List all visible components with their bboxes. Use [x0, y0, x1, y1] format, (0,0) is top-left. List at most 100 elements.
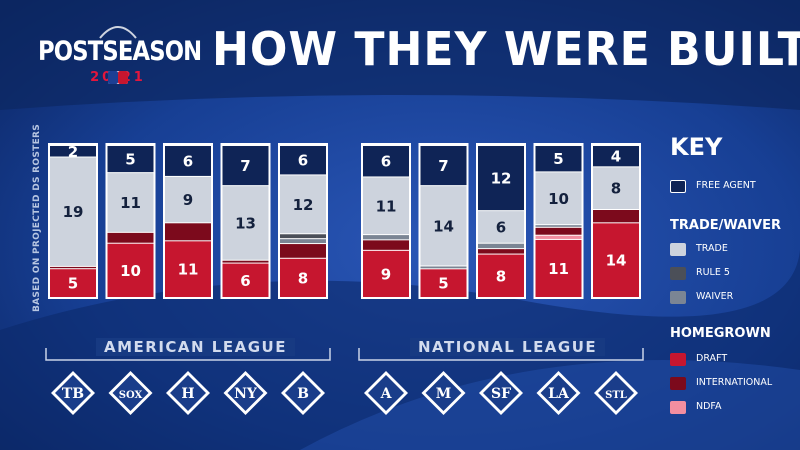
team-logo-text-red-sox: B: [297, 386, 309, 402]
bar-segment-giants-trade: [478, 210, 524, 243]
bar-value-giants-draft: 8: [496, 267, 506, 285]
bar-value-astros-trade: 9: [183, 191, 193, 209]
legend-swatch-trade: [670, 243, 686, 256]
legend-swatch-free-agent: [670, 180, 686, 193]
bar-divider-astros-draft: [165, 239, 211, 242]
bar-segment-braves-international: [363, 239, 409, 250]
legend-swatch-draft: [670, 353, 686, 366]
bar-segment-astros-draft: [165, 240, 211, 297]
bar-segment-brewers-free_agent: [420, 145, 467, 186]
bar-value-yankees-free_agent: 7: [240, 157, 250, 175]
league-bracket-american-league: [45, 348, 331, 361]
bar-value-cardinals-trade: 8: [611, 180, 621, 198]
bar-segment-red-sox-free_agent: [280, 145, 326, 175]
legend-title: KEY: [670, 133, 723, 161]
team-logo-text-braves: A: [380, 386, 393, 402]
legend-item-waiver: WAIVER: [670, 290, 790, 308]
team-logo-rays-icon: [55, 375, 91, 411]
bar-divider-dodgers-waiver: [535, 223, 582, 226]
bar-segment-rays-trade: [50, 156, 96, 266]
bar-segment-rays-draft: [50, 268, 96, 297]
bar-value-dodgers-draft: 11: [548, 260, 569, 278]
team-logo-red-sox-icon: [285, 375, 321, 411]
bar-value-rays-free_agent: 2: [68, 143, 78, 161]
bar-segment-red-sox-draft: [280, 257, 326, 297]
bar-value-brewers-draft: 5: [438, 275, 448, 293]
bar-value-braves-draft: 9: [381, 265, 391, 283]
team-logo-text-brewers: M: [436, 386, 452, 402]
bar-value-cardinals-draft: 14: [606, 252, 627, 270]
bar-divider-braves-free_agent: [363, 144, 409, 146]
bar-segment-braves-free_agent: [363, 145, 409, 177]
team-logo-white-sox-icon: [112, 375, 149, 411]
bar-segment-white-sox-free_agent: [107, 145, 154, 173]
bar-divider-white-sox-free_agent: [107, 144, 154, 146]
league-bracket-national-league: [358, 348, 644, 361]
team-logo-dodgers-icon: [540, 375, 577, 411]
bar-value-rays-draft: 5: [68, 275, 78, 293]
bar-segment-yankees-international: [222, 259, 269, 263]
bar-divider-dodgers-free_agent: [535, 144, 582, 146]
bar-value-yankees-draft: 6: [240, 272, 250, 290]
league-label-national: NATIONAL LEAGUE: [410, 338, 606, 356]
bar-value-brewers-free_agent: 7: [438, 157, 448, 175]
legend-heading-trade-waiver: TRADE/WAIVER: [670, 218, 781, 233]
bar-segment-cardinals-draft: [593, 222, 639, 297]
bar-segment-brewers-draft: [420, 268, 467, 297]
bar-value-astros-draft: 11: [178, 261, 199, 279]
mlb-logo-icon: [108, 71, 128, 84]
bar-divider-astros-free_agent: [165, 144, 211, 146]
bar-segment-astros-trade: [165, 175, 211, 223]
team-logo-text-astros: H: [181, 386, 194, 402]
bar-segment-astros-free_agent: [165, 145, 211, 176]
bar-value-red-sox-draft: 8: [298, 269, 308, 287]
bar-segment-braves-waiver: [363, 234, 409, 240]
legend-label-rule5: RULE 5: [696, 267, 730, 278]
bar-value-astros-free_agent: 6: [183, 152, 193, 170]
bar-value-braves-trade: 11: [376, 197, 397, 215]
bar-divider-giants-free_agent: [478, 144, 524, 146]
bar-segment-rays-international: [50, 265, 96, 269]
bar-segment-astros-international: [165, 222, 211, 241]
legend-label-trade: TRADE: [696, 243, 728, 254]
legend-swatch-ndfa: [670, 401, 686, 414]
bar-segment-giants-free_agent: [478, 145, 524, 211]
bar-segment-dodgers-international: [535, 226, 582, 235]
bar-value-rays-trade: 19: [63, 203, 84, 221]
league-label-american: AMERICAN LEAGUE: [96, 338, 295, 356]
bar-divider-yankees-free_agent: [222, 144, 269, 146]
bar-segment-giants-international: [478, 248, 524, 254]
team-logo-brewers-icon: [425, 375, 462, 411]
bar-segment-white-sox-draft: [107, 242, 154, 297]
team-logo-giants-icon: [483, 375, 519, 411]
page-title: HOW THEY WERE BUILT: [212, 22, 800, 76]
bar-segment-giants-waiver: [478, 242, 524, 249]
team-logo-cardinals-icon: [598, 375, 634, 411]
bar-divider-red-sox-free_agent: [280, 144, 326, 146]
legend-swatch-waiver: [670, 291, 686, 304]
bar-segment-red-sox-trade: [280, 174, 326, 234]
bar-segment-dodgers-draft: [535, 238, 582, 297]
bar-value-yankees-trade: 13: [235, 214, 256, 232]
bar-divider-rays-free_agent: [50, 144, 96, 146]
bar-value-red-sox-free_agent: 6: [298, 152, 308, 170]
bar-value-giants-free_agent: 12: [491, 170, 512, 188]
bar-divider-brewers-free_agent: [420, 144, 467, 146]
bar-value-white-sox-trade: 11: [120, 194, 141, 212]
bar-segment-cardinals-international: [593, 209, 639, 223]
bar-segment-giants-draft: [478, 253, 524, 297]
legend-swatch-international: [670, 377, 686, 390]
bar-segment-yankees-draft: [222, 262, 269, 297]
legend-item-ndfa: NDFA: [670, 400, 790, 418]
postseason-logo: POSTSEASON 20 21: [38, 26, 202, 92]
legend-item-rule5: RULE 5: [670, 266, 790, 284]
bar-value-dodgers-trade: 10: [548, 190, 569, 208]
bar-segment-red-sox-rule5: [280, 233, 326, 239]
legend-item-trade: TRADE: [670, 242, 790, 260]
team-logo-text-rays: TB: [62, 386, 84, 402]
legend-item-free-agent: FREE AGENT: [670, 179, 790, 197]
team-logo-astros-icon: [170, 375, 206, 411]
bar-segment-dodgers-ndfa: [535, 234, 582, 239]
bar-segment-braves-trade: [363, 176, 409, 235]
